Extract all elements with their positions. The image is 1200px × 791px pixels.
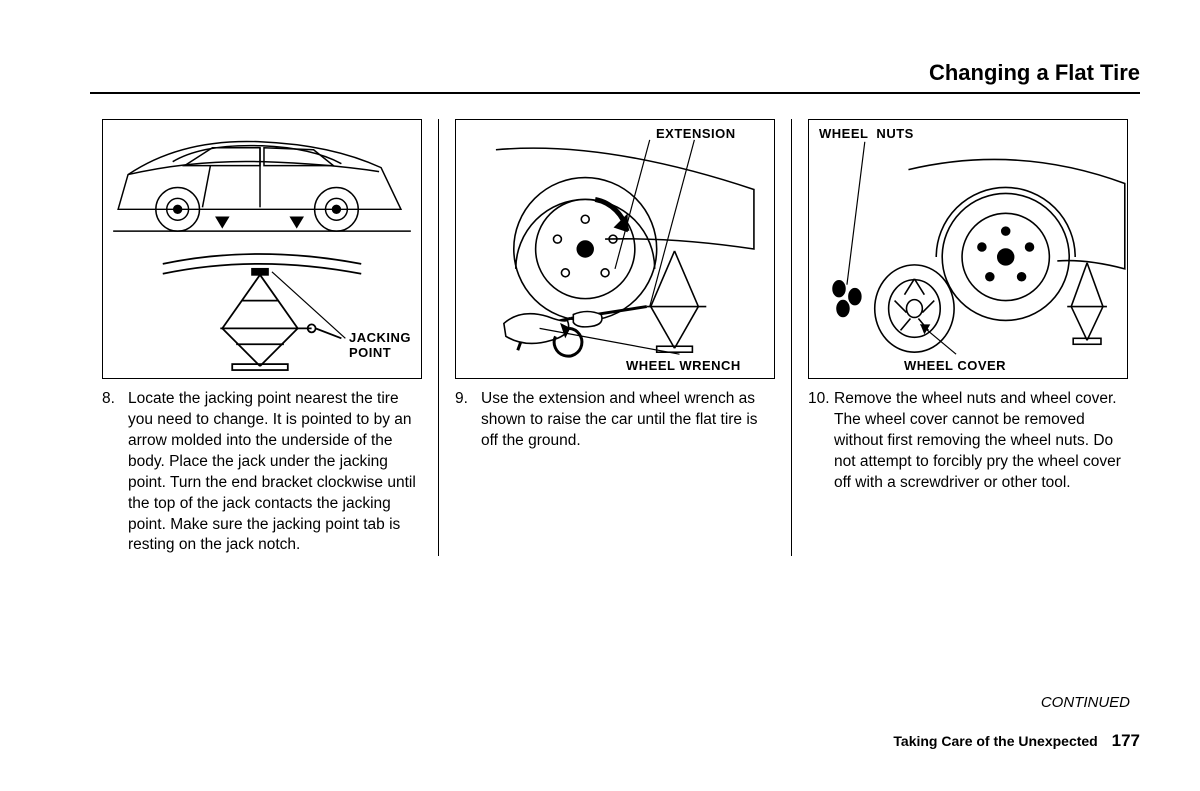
wheel-cover-illustration — [809, 120, 1127, 378]
footer-section: Taking Care of the Unexpected — [893, 733, 1097, 749]
callout-jacking-point: JACKING POINT — [349, 330, 411, 360]
step-10: 10. Remove the wheel nuts and wheel cove… — [808, 389, 1128, 494]
callout-wheel-nuts: WHEEL NUTS — [819, 126, 914, 141]
wheel-wrench-illustration — [456, 120, 774, 378]
step-number: 10. — [808, 389, 834, 494]
figure-wheel-cover: WHEEL NUTS WHEEL COVER — [808, 119, 1128, 379]
step-text: Locate the jacking point nearest the tir… — [128, 389, 422, 556]
step-text: Use the extension and wheel wrench as sh… — [481, 389, 775, 452]
manual-page: Changing a Flat Tire — [0, 0, 1200, 791]
column-divider — [791, 119, 792, 556]
figure-wheel-wrench: EXTENSION WHEEL WRENCH — [455, 119, 775, 379]
callout-extension: EXTENSION — [656, 126, 736, 141]
columns: JACKING POINT 8. Locate the jacking poin… — [90, 119, 1140, 556]
column-1: JACKING POINT 8. Locate the jacking poin… — [90, 119, 434, 556]
footer-page-number: 177 — [1112, 731, 1140, 750]
column-3: WHEEL NUTS WHEEL COVER 10. Remove the wh… — [796, 119, 1140, 556]
step-9: 9. Use the extension and wheel wrench as… — [455, 389, 775, 452]
column-divider — [438, 119, 439, 556]
step-number: 8. — [102, 389, 128, 556]
column-2: EXTENSION WHEEL WRENCH 9. Use the extens… — [443, 119, 787, 556]
callout-wheel-cover: WHEEL COVER — [904, 358, 1006, 373]
step-text: Remove the wheel nuts and wheel cover. T… — [834, 389, 1128, 494]
callout-wheel-wrench: WHEEL WRENCH — [626, 358, 741, 373]
page-footer: Taking Care of the Unexpected 177 — [893, 731, 1140, 751]
step-8: 8. Locate the jacking point nearest the … — [102, 389, 422, 556]
continued-label: CONTINUED — [1041, 694, 1130, 711]
step-number: 9. — [455, 389, 481, 452]
page-title: Changing a Flat Tire — [90, 60, 1140, 94]
figure-jacking-point: JACKING POINT — [102, 119, 422, 379]
